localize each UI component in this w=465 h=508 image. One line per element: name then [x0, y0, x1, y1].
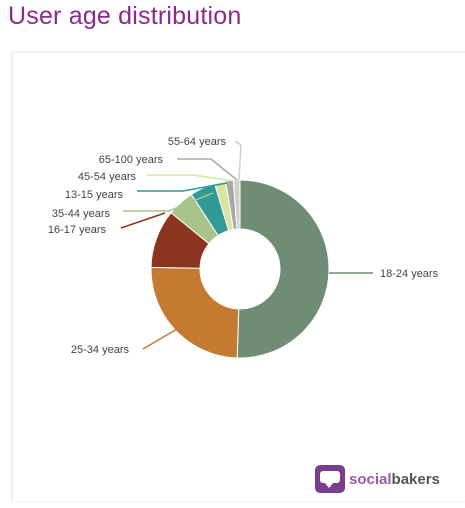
socialbakers-icon	[315, 465, 345, 493]
leader-line-65-100-years	[177, 158, 238, 181]
leader-line-25-34-years	[142, 328, 178, 350]
brand-wordmark: socialbakers	[349, 470, 440, 488]
chart-title: User age distribution	[8, 2, 242, 30]
slice-label-55-64-years: 55-64 years	[168, 136, 227, 148]
slice-label-25-34-years: 25-34 years	[71, 344, 130, 356]
chart-panel: 18-24 years 25-34 years 16-17 years 35-44 y…	[12, 52, 465, 501]
socialbakers-logo: socialbakers	[315, 465, 440, 493]
slice-label-18-24-years: 18-24 years	[380, 268, 439, 280]
donut-chart: 18-24 years 25-34 years 16-17 years 35-44 y…	[48, 136, 439, 359]
leader-line-16-17-years	[120, 212, 166, 229]
donut-slice-55-64-years	[232, 179, 241, 230]
donut-slice-25-34-years	[150, 266, 240, 359]
donut-slice-18-24-years	[236, 179, 330, 359]
leader-line-35-44-years	[123, 192, 214, 212]
slice-label-13-15-years: 13-15 years	[65, 189, 124, 201]
leader-line-13-15-years	[137, 182, 228, 192]
slice-label-16-17-years: 16-17 years	[48, 224, 107, 236]
slice-label-45-54-years: 45-54 years	[78, 171, 137, 183]
leader-line-55-64-years	[234, 140, 242, 181]
slice-label-65-100-years: 65-100 years	[99, 154, 164, 166]
slice-label-35-44-years: 35-44 years	[52, 208, 111, 220]
leader-line-45-54-years	[147, 174, 235, 182]
